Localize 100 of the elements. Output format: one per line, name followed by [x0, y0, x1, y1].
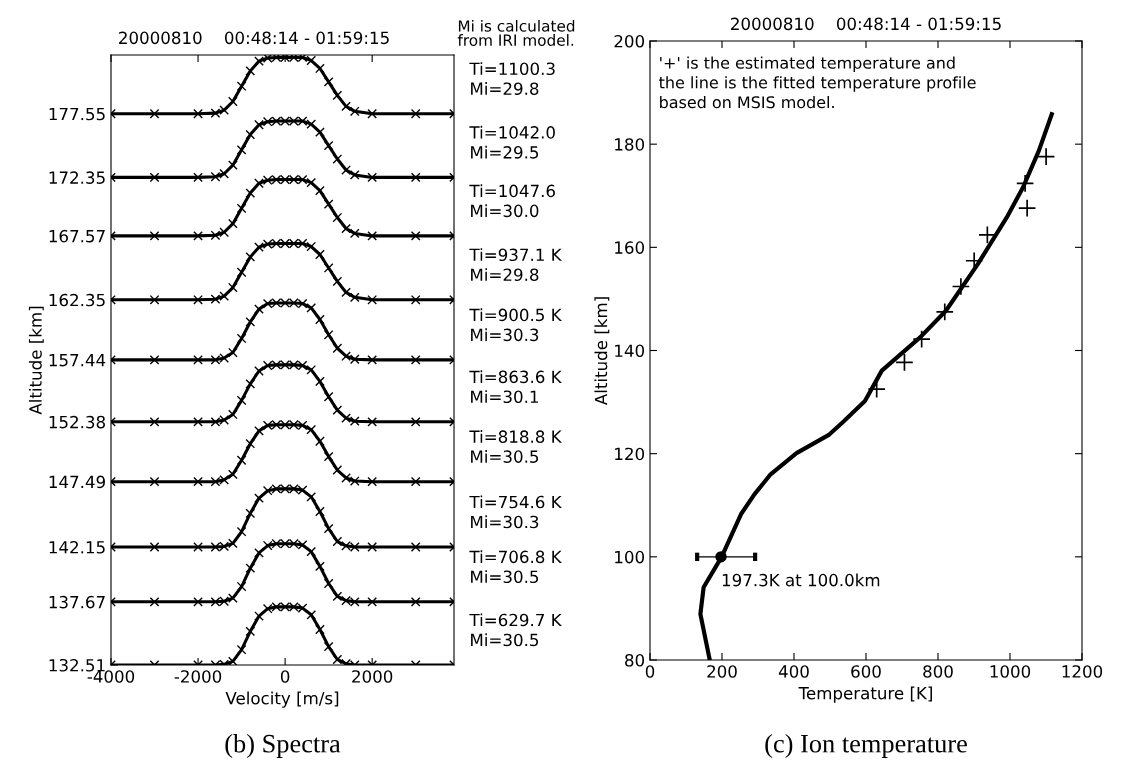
point [410, 172, 421, 183]
point [332, 591, 343, 602]
x-tick-label: 0 [280, 670, 290, 683]
point [245, 563, 256, 574]
text: Ti=1100.3 Mi=29.8 [469, 62, 555, 95]
y-tick-label: 172.35 [49, 171, 105, 184]
annotation: '+' is the estimated temperature and the line is the fitted temperature profile based on MSIS model. [659, 56, 976, 109]
y-tick-label: 200 [614, 34, 645, 48]
point [332, 154, 343, 164]
point [323, 391, 334, 402]
point [1036, 147, 1056, 166]
point [1015, 174, 1035, 193]
y-tick-label: 147.49 [49, 475, 105, 489]
y-tick-label: 152.38 [49, 415, 105, 429]
point [367, 476, 378, 487]
point [935, 302, 954, 321]
point [149, 108, 160, 119]
annotation: 197.3K at 100.0km [722, 573, 880, 587]
point [149, 542, 160, 552]
point [912, 329, 931, 349]
text: (b) Spectra [225, 734, 341, 758]
y-tick-label: 162.35 [49, 293, 105, 307]
y-tick-label: 157.44 [49, 354, 106, 367]
point [349, 292, 360, 303]
point [193, 231, 203, 241]
point [193, 172, 203, 183]
point [341, 165, 351, 175]
x-tick-label: 1000 [990, 665, 1031, 678]
point [367, 542, 378, 552]
point [245, 188, 256, 198]
x-tick-label: 800 [923, 665, 953, 678]
x-tick-label: 2000 [352, 670, 393, 683]
point [193, 542, 203, 552]
point [149, 231, 160, 241]
point [332, 212, 343, 223]
point [951, 277, 971, 296]
point [410, 416, 421, 427]
point [315, 314, 325, 325]
point [367, 108, 378, 119]
text: Ti=863.6 K Mi=30.1 [469, 370, 562, 404]
point [254, 304, 264, 314]
point [332, 405, 343, 416]
point [236, 267, 247, 278]
point [306, 609, 317, 620]
point [193, 355, 203, 365]
point [332, 654, 343, 665]
y-tick-label: 80 [625, 653, 645, 667]
point [341, 223, 351, 234]
text: Ti=1042.0 Mi=29.5 [469, 125, 555, 159]
chart-title: 20000810 00:48:14 - 01:59:15 [731, 17, 1001, 31]
point [410, 355, 421, 365]
point [228, 160, 238, 171]
point [193, 108, 203, 119]
point [306, 546, 317, 557]
point [245, 317, 256, 327]
y-tick-label: 137.67 [49, 595, 105, 609]
y-tick-label: 142.15 [49, 540, 105, 554]
chart-title: 20000810 00:48:14 - 01:59:15 [119, 31, 389, 45]
text: Ti=706.8 K Mi=30.5 [469, 550, 562, 584]
point [323, 451, 334, 462]
point [245, 252, 256, 262]
text: Ti=754.6 K Mi=30.3 [469, 495, 562, 529]
point [193, 294, 203, 305]
point [315, 63, 325, 74]
point [315, 624, 325, 635]
y-tick-label: 120 [615, 447, 645, 461]
point [254, 366, 264, 376]
y-tick-label: 100 [615, 550, 645, 564]
point [193, 596, 203, 607]
point [715, 551, 727, 563]
point [410, 294, 421, 305]
point [410, 476, 421, 487]
point [965, 251, 984, 270]
x-tick-label: 600 [851, 665, 881, 678]
point [978, 225, 997, 245]
point [245, 66, 256, 76]
point [149, 172, 160, 183]
point [306, 364, 317, 375]
text: Ti=629.7 K Mi=30.5 [469, 613, 562, 647]
point [236, 644, 247, 655]
point [315, 185, 325, 196]
point [228, 347, 238, 358]
point [245, 129, 256, 140]
y-tick-label: 180 [615, 138, 645, 151]
text: Mi is calculated from IRI model. [457, 19, 575, 46]
point [236, 581, 247, 592]
point [323, 77, 334, 87]
point [367, 596, 378, 607]
point [410, 542, 421, 552]
point [149, 355, 160, 365]
y-tick-label: 160 [615, 241, 645, 254]
point [323, 329, 334, 340]
point [323, 641, 334, 652]
point [410, 231, 421, 241]
point [236, 455, 247, 466]
point [367, 231, 378, 241]
point [149, 416, 160, 427]
x-tick-label: 1200 [1062, 665, 1103, 678]
point [323, 199, 334, 209]
point [245, 379, 256, 389]
